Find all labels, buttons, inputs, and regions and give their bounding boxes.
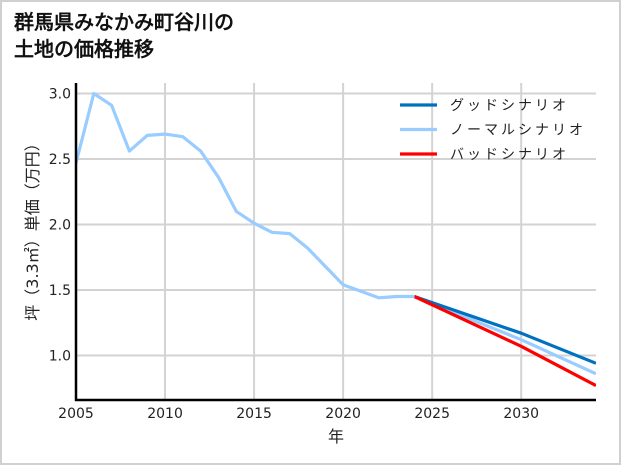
chart-title-line-1: 群馬県みなかみ町谷川の [14, 10, 234, 34]
y-axis-label: 坪（3.3㎡）単価（万円） [23, 135, 42, 320]
legend-label: ノーマルシナリオ [450, 123, 586, 139]
x-tick-label: 2010 [147, 406, 183, 422]
data-series [76, 91, 596, 388]
x-tick-label: 2020 [325, 406, 361, 422]
x-tick-label: 2025 [414, 406, 450, 422]
x-tick-label: 2005 [58, 406, 94, 422]
series-line-forecast [413, 294, 596, 365]
y-tick-label: 1.0 [49, 348, 71, 364]
x-tick-label: 2015 [236, 406, 272, 422]
chart-title-line-2: 土地の価格推移 [14, 37, 154, 61]
legend-label: バッドシナリオ [450, 147, 569, 163]
axes [74, 83, 596, 402]
tick-labels: 2005 2010 2015 2020 2025 2030 1.0 1.5 2.0 2.5 3.0 [49, 86, 539, 422]
y-tick-label: 3.0 [49, 86, 71, 102]
x-tick-label: 2030 [503, 406, 539, 422]
x-axis-label: 年 [328, 427, 344, 446]
y-tick-label: 1.5 [49, 283, 71, 299]
series-line-historical [76, 91, 415, 300]
legend-label: グッドシナリオ [450, 98, 569, 114]
series-line-forecast [413, 295, 596, 376]
y-tick-label: 2.5 [49, 152, 71, 168]
chart-title: 群馬県みなかみ町谷川の 土地の価格推移 [14, 9, 234, 63]
y-tick-label: 2.0 [49, 217, 71, 233]
series-line-forecast [413, 295, 596, 388]
